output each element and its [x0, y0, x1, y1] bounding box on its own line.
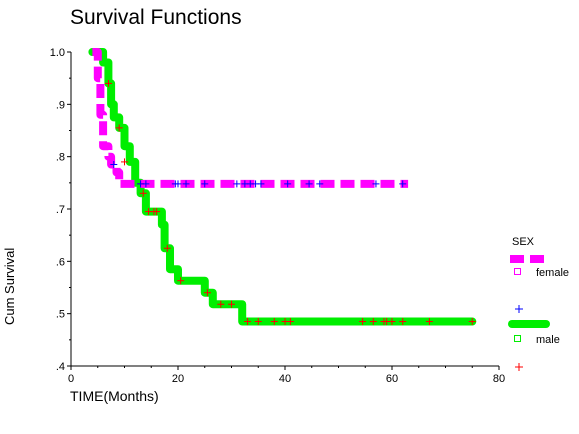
legend-male-label: male [536, 334, 560, 346]
y-tick-label: .4 [56, 361, 65, 373]
x-tick-label: 20 [172, 373, 184, 385]
legend-female-label: female [536, 267, 569, 279]
series-layer [92, 52, 475, 325]
y-tick-label: .6 [56, 256, 65, 268]
legend-female-censor-mark [515, 305, 523, 313]
x-tick-label: 80 [493, 373, 505, 385]
legend: SEX female male [510, 236, 569, 371]
y-tick-label: .8 [56, 152, 65, 164]
y-tick-label: .5 [56, 309, 65, 321]
legend-male-censor-mark [515, 363, 523, 371]
legend-title: SEX [512, 236, 535, 248]
y-tick-label: .9 [56, 99, 65, 111]
female-survival-line [92, 52, 408, 184]
legend-male-square [515, 336, 521, 342]
x-tick-label: 0 [68, 373, 74, 385]
legend-female-square [515, 269, 521, 275]
y-tick-label: .7 [56, 204, 65, 216]
y-tick-label: 1.0 [50, 47, 65, 59]
axes: 1.0 .9 .8 .7 .6 .5 .40 20 40 60 80 [50, 47, 505, 385]
x-tick-label: 40 [279, 373, 291, 385]
x-tick-label: 60 [386, 373, 398, 385]
